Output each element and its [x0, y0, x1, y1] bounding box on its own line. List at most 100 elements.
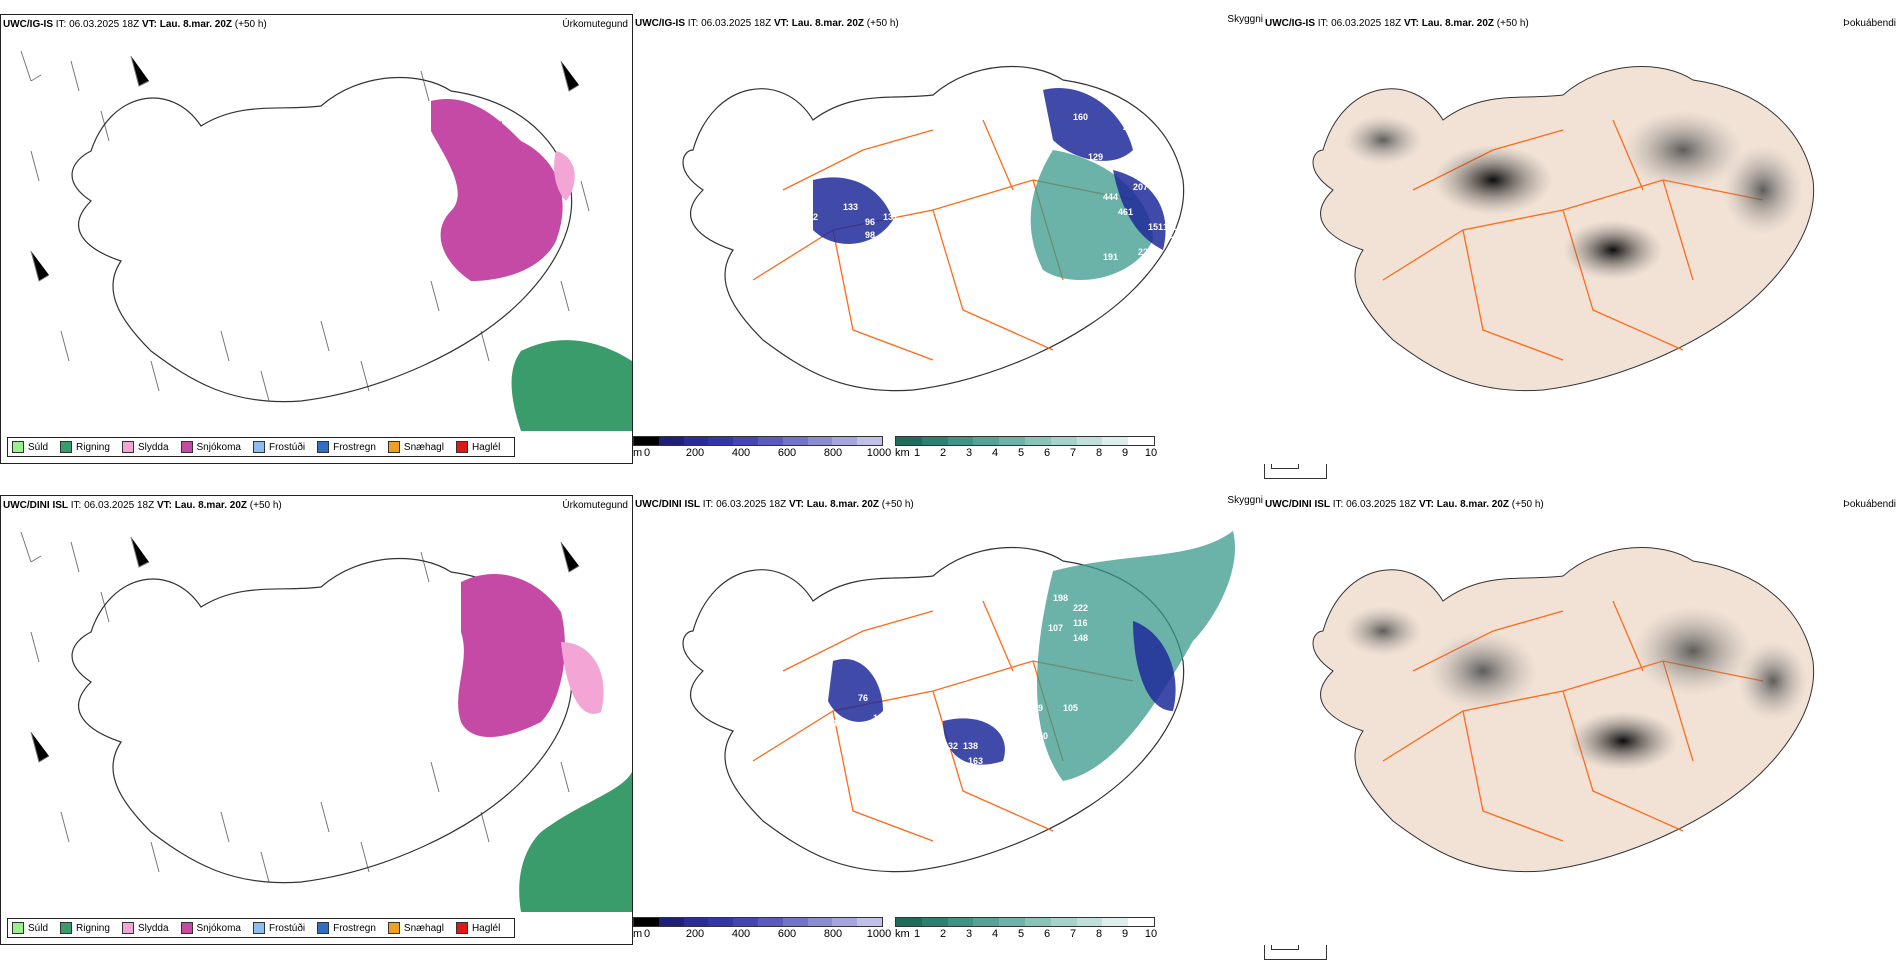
label-19: 116 [1073, 618, 1088, 628]
panel-title: Skyggni [1227, 495, 1263, 506]
label-10: 160 [1073, 112, 1088, 122]
panel-header: UWC/IG-IS IT: 06.03.2025 18Z VT: Lau. 8.… [1265, 18, 1529, 29]
panel-header: UWC/DINI ISL IT: 06.03.2025 18Z VT: Lau.… [635, 499, 914, 510]
snowfall-area [431, 99, 563, 281]
label-12: 97 [1011, 673, 1021, 683]
label-22: 137 [1123, 272, 1138, 282]
rain-area [519, 772, 632, 912]
low-cloud-area-3 [1113, 170, 1166, 250]
label-14: 201 [1018, 638, 1033, 648]
label-20: 226 [1138, 247, 1153, 257]
label-17: 198 [1053, 593, 1068, 603]
panel-header: UWC/DINI ISL IT: 06.03.2025 18Z VT: Lau.… [1265, 499, 1544, 510]
label-16: 129 [1088, 152, 1103, 162]
panel-header: UWC/IG-IS IT: 06.03.2025 18Z VT: Lau. 8.… [635, 18, 899, 29]
fog-panel-bottom: UWC/DINI ISL IT: 06.03.2025 18Z VT: Lau.… [1263, 495, 1900, 945]
label-3: 98 [865, 230, 875, 240]
legend-snjokoma: Snjókoma [180, 922, 241, 934]
panel-title: Úrkomutegund [562, 500, 628, 511]
iceland-outline [71, 557, 573, 884]
label-4: 131 [883, 212, 898, 222]
precip-panel-top: UWC/IG-IS IT: 06.03.2025 18Z VT: Lau. 8.… [0, 14, 633, 464]
label-11: 279 [1028, 703, 1043, 713]
label-18: 111 [1163, 222, 1177, 232]
height-scale: m 0 200 400 600 800 1000 [633, 917, 892, 941]
label-6: 132 [943, 741, 958, 751]
label-15: 194 [1013, 628, 1028, 638]
fog-area-5 [1723, 145, 1803, 235]
label-7: 116 [888, 257, 903, 267]
low-cloud-area-2 [1043, 88, 1133, 161]
fog-area-3 [1633, 606, 1753, 696]
fog-area-5 [1738, 641, 1808, 721]
iceland-land [1312, 66, 1815, 392]
label-12: 275 [1123, 122, 1138, 132]
legend-suld: Súld [12, 441, 48, 453]
sleet-area [554, 151, 575, 201]
road-network [1382, 600, 1764, 842]
fog-area-3 [1623, 110, 1743, 190]
precip-panel-bottom: UWC/DINI ISL IT: 06.03.2025 18Z VT: Lau.… [0, 495, 633, 945]
legend-frostudi: Frostúði [252, 922, 305, 934]
sky-labels: 87 133 96 98 131 342 100 116 143 123 160… [733, 112, 1185, 282]
height-scale-ticks: m 0 200 400 600 800 1000 [633, 928, 892, 940]
vis-scale-ticks: km 1 2 3 4 5 6 7 8 9 10 [895, 447, 1158, 459]
precip-legend: Súld Rigning Slydda Snjókoma Frostúði Fr… [7, 918, 516, 938]
fog-area-4 [1343, 115, 1423, 165]
sky-panel-top: UWC/IG-IS IT: 06.03.2025 18Z VT: Lau. 8.… [633, 14, 1328, 479]
legend-slydda: Slydda [121, 441, 169, 453]
fog-area-2 [1568, 711, 1678, 771]
label-7: 138 [963, 741, 978, 751]
low-cloud-area-1 [813, 177, 893, 244]
label-6: 100 [923, 232, 938, 242]
label-22: 115 [953, 673, 968, 683]
label-1: 133 [843, 202, 858, 212]
label-15: 461 [1118, 207, 1133, 217]
iceland-outline [682, 65, 1185, 392]
precip-legend: Súld Rigning Slydda Snjókoma Frostúði Fr… [7, 437, 516, 457]
fog-map [1312, 66, 1815, 392]
fog-area-1 [1433, 145, 1553, 215]
label-4: 76 [858, 693, 868, 703]
panel-header: UWC/DINI ISL IT: 06.03.2025 18Z VT: Lau.… [3, 500, 282, 511]
label-1: 143 [723, 593, 738, 603]
vis-scale-ticks: km 1 2 3 4 5 6 7 8 9 10 [895, 928, 1158, 940]
label-10: 150 [1033, 731, 1048, 741]
panel-title: Þokuábendi [1843, 18, 1896, 29]
low-cloud-area-3 [1133, 621, 1176, 711]
height-scale-bar [633, 917, 883, 927]
label-5: 121 [873, 713, 888, 723]
legend-frostudi: Frostúði [252, 441, 305, 453]
legend-snjokoma: Snjókoma [180, 441, 241, 453]
sky-map: 87 133 96 98 131 342 100 116 143 123 160… [682, 65, 1185, 392]
legend-snaehagl: Snæhagl [387, 922, 444, 934]
precip-map [20, 531, 632, 912]
label-2: 96 [773, 693, 783, 703]
panel-title: Úrkomutegund [562, 19, 628, 30]
fog-map [1312, 547, 1815, 873]
iceland-land [1312, 547, 1815, 873]
label-20: 148 [1073, 633, 1088, 643]
road-network [1382, 119, 1764, 361]
legend-haglel: Haglél [455, 922, 500, 934]
label-8: 143 [993, 252, 1008, 262]
low-cloud-area-2 [943, 718, 1005, 765]
vis-scale: km 1 2 3 4 5 6 7 8 9 10 [895, 917, 1158, 941]
label-11: 129 [1163, 182, 1178, 192]
label-21: 222 [1073, 603, 1088, 613]
label-21: 191 [1103, 252, 1118, 262]
vis-scale: km 1 2 3 4 5 6 7 8 9 10 [895, 436, 1158, 460]
label-9: 137 [1013, 743, 1028, 753]
label-0: 87 [733, 132, 743, 142]
low-cloud-area-1 [828, 659, 883, 722]
snowfall-area [458, 573, 565, 737]
label-13: 207 [1133, 182, 1148, 192]
label-23: 105 [1063, 703, 1078, 713]
legend-suld: Súld [12, 922, 48, 934]
sleet-area [561, 642, 604, 714]
label-19: 100 [1170, 235, 1185, 245]
label-8: 163 [968, 756, 983, 766]
height-scale-ticks: m 0 200 400 600 800 1000 [633, 447, 892, 459]
height-scale: m 0 200 400 600 800 1000 [633, 436, 892, 460]
panel-title: Þokuábendi [1843, 499, 1896, 510]
